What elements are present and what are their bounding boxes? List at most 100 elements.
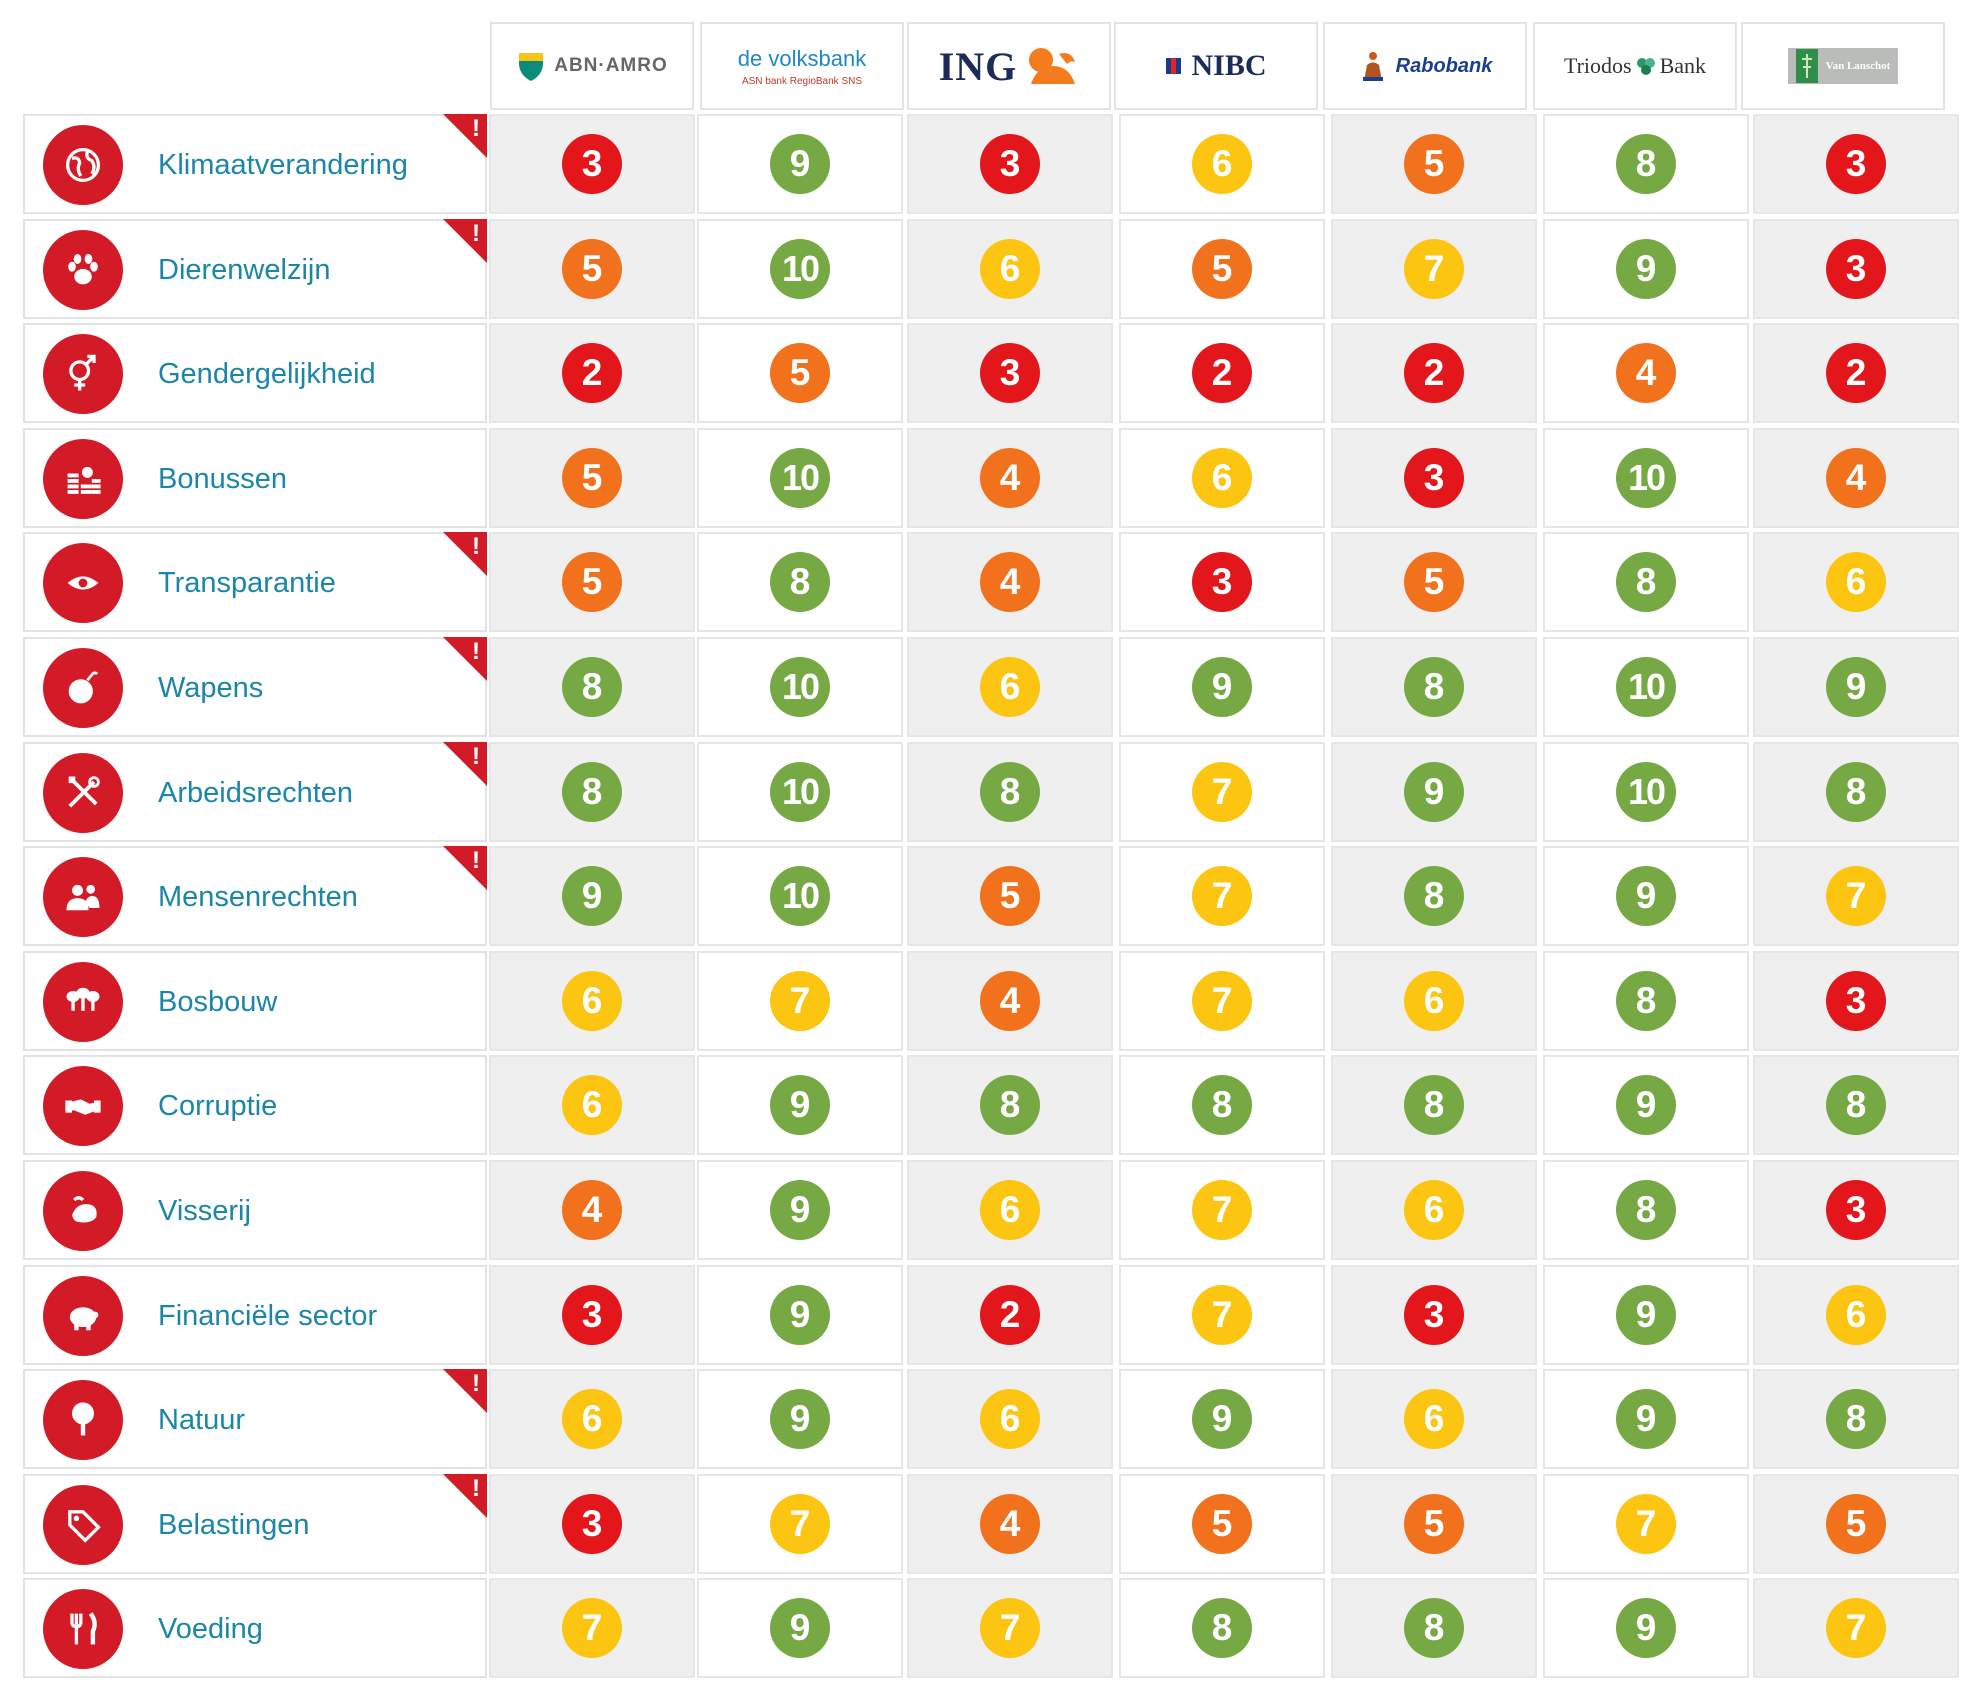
score-dot: 5 bbox=[1192, 1493, 1252, 1554]
score-cell: 6 bbox=[907, 1160, 1113, 1260]
category-row-label[interactable]: Arbeidsrechten! bbox=[23, 741, 487, 842]
category-label[interactable]: Wapens bbox=[158, 672, 264, 704]
score-cell: 3 bbox=[489, 114, 695, 214]
score-dot: 9 bbox=[1616, 1598, 1676, 1659]
warning-flag-icon bbox=[443, 846, 487, 891]
category-row-label[interactable]: Financiële sector bbox=[23, 1264, 487, 1365]
score-dot: 8 bbox=[562, 657, 622, 717]
score-dot: 7 bbox=[1826, 1598, 1886, 1659]
score-dot: 10 bbox=[1616, 761, 1676, 822]
score-cell: 9 bbox=[697, 1578, 903, 1679]
category-row-label[interactable]: Wapens! bbox=[23, 637, 487, 737]
category-row-label[interactable]: Dierenwelzijn! bbox=[23, 218, 487, 319]
category-label[interactable]: Mensenrechten bbox=[158, 881, 358, 914]
score-cell: 8 bbox=[1543, 950, 1749, 1051]
score-cell: 4 bbox=[1543, 323, 1749, 424]
category-label[interactable]: Gendergelijkheid bbox=[158, 358, 376, 391]
score-dot: 4 bbox=[980, 552, 1040, 613]
score-cell: 5 bbox=[1331, 1473, 1537, 1574]
bank-name: Van Lanschot bbox=[1825, 60, 1891, 72]
score-dot: 5 bbox=[562, 552, 622, 613]
score-dot: 10 bbox=[770, 447, 830, 508]
category-row-label[interactable]: Transparantie! bbox=[23, 532, 487, 633]
category-row-label[interactable]: Belastingen! bbox=[23, 1473, 487, 1574]
score-cell: 10 bbox=[1543, 637, 1749, 737]
category-row-label[interactable]: Voeding bbox=[23, 1578, 487, 1679]
score-dot: 2 bbox=[1826, 343, 1886, 404]
score-dot: 10 bbox=[770, 866, 830, 927]
category-label[interactable]: Visserij bbox=[158, 1195, 251, 1227]
paw-icon bbox=[68, 253, 98, 284]
tree-icon bbox=[72, 1402, 94, 1436]
category-row-label[interactable]: Mensenrechten! bbox=[23, 846, 487, 947]
gender-icon bbox=[69, 354, 96, 391]
score-dot: 5 bbox=[1404, 134, 1464, 194]
score-dot: 9 bbox=[770, 1075, 830, 1136]
score-cell: 6 bbox=[1753, 532, 1959, 633]
score-dot: 3 bbox=[562, 1493, 622, 1554]
score-cell: 2 bbox=[1119, 323, 1325, 424]
category-label[interactable]: Dierenwelzijn bbox=[158, 253, 331, 286]
score-cell: 7 bbox=[1753, 846, 1959, 947]
category-row-label[interactable]: Gendergelijkheid bbox=[23, 323, 487, 424]
score-cell: 5 bbox=[1119, 218, 1325, 319]
category-label[interactable]: Bosbouw bbox=[158, 985, 278, 1018]
score-dot: 9 bbox=[1616, 1075, 1676, 1136]
score-cell: 3 bbox=[489, 1264, 695, 1365]
score-dot: 8 bbox=[1404, 866, 1464, 927]
eye-icon bbox=[67, 576, 99, 590]
piggy-bank-icon bbox=[69, 1306, 99, 1330]
category-label[interactable]: Klimaatverandering bbox=[158, 149, 408, 181]
category-label[interactable]: Financiële sector bbox=[158, 1299, 378, 1332]
category-icon-badge bbox=[43, 648, 123, 728]
score-cell: 2 bbox=[1753, 323, 1959, 424]
cutlery-icon bbox=[70, 1612, 97, 1645]
category-label[interactable]: Belastingen bbox=[158, 1508, 310, 1541]
category-row-label[interactable]: Bonussen bbox=[23, 427, 487, 528]
score-cell: 6 bbox=[489, 950, 695, 1051]
score-dot: 9 bbox=[562, 866, 622, 927]
category-label[interactable]: Transparantie bbox=[158, 567, 336, 600]
warning-flag-icon bbox=[443, 637, 487, 681]
score-cell: 10 bbox=[697, 637, 903, 737]
score-cell: 4 bbox=[907, 427, 1113, 528]
globe-icon bbox=[65, 147, 101, 183]
category-label[interactable]: Voeding bbox=[158, 1613, 263, 1646]
score-dot: 3 bbox=[562, 1284, 622, 1345]
score-cell: 8 bbox=[1119, 1578, 1325, 1679]
score-dot: 10 bbox=[770, 761, 830, 822]
score-cell: 8 bbox=[1753, 741, 1959, 842]
category-row-label[interactable]: Klimaatverandering! bbox=[23, 114, 487, 214]
score-dot: 7 bbox=[980, 1598, 1040, 1659]
score-cell: 7 bbox=[1119, 846, 1325, 947]
score-cell: 7 bbox=[489, 1578, 695, 1679]
category-row-label[interactable]: Corruptie bbox=[23, 1055, 487, 1156]
score-cell: 8 bbox=[1331, 846, 1537, 947]
score-cell: 9 bbox=[1543, 1264, 1749, 1365]
category-icon-badge bbox=[43, 1171, 123, 1251]
score-cell: 6 bbox=[1331, 1369, 1537, 1470]
warning-flag-mark: ! bbox=[472, 1474, 480, 1502]
category-icon-badge bbox=[43, 857, 123, 938]
score-cell: 3 bbox=[1753, 218, 1959, 319]
score-cell: 9 bbox=[697, 1264, 903, 1365]
score-cell: 10 bbox=[1543, 427, 1749, 528]
category-row-label[interactable]: Bosbouw bbox=[23, 950, 487, 1051]
warning-flag-icon bbox=[443, 218, 487, 263]
category-row-label[interactable]: Natuur! bbox=[23, 1369, 487, 1470]
score-cell: 7 bbox=[1119, 1160, 1325, 1260]
category-label[interactable]: Natuur bbox=[158, 1404, 246, 1437]
score-dot: 8 bbox=[1616, 1180, 1676, 1240]
score-dot: 2 bbox=[1404, 343, 1464, 404]
price-tag-icon bbox=[68, 1509, 101, 1543]
category-icon-badge bbox=[43, 334, 123, 415]
score-cell: 3 bbox=[1119, 532, 1325, 633]
category-row-label[interactable]: Visserij bbox=[23, 1160, 487, 1260]
score-cell: 9 bbox=[697, 1055, 903, 1156]
category-label[interactable]: Corruptie bbox=[158, 1090, 278, 1123]
category-label[interactable]: Arbeidsrechten bbox=[158, 776, 354, 809]
score-cell: 5 bbox=[489, 218, 695, 319]
category-label[interactable]: Bonussen bbox=[158, 462, 287, 495]
score-cell: 8 bbox=[1331, 1578, 1537, 1679]
score-cell: 6 bbox=[907, 1369, 1113, 1470]
